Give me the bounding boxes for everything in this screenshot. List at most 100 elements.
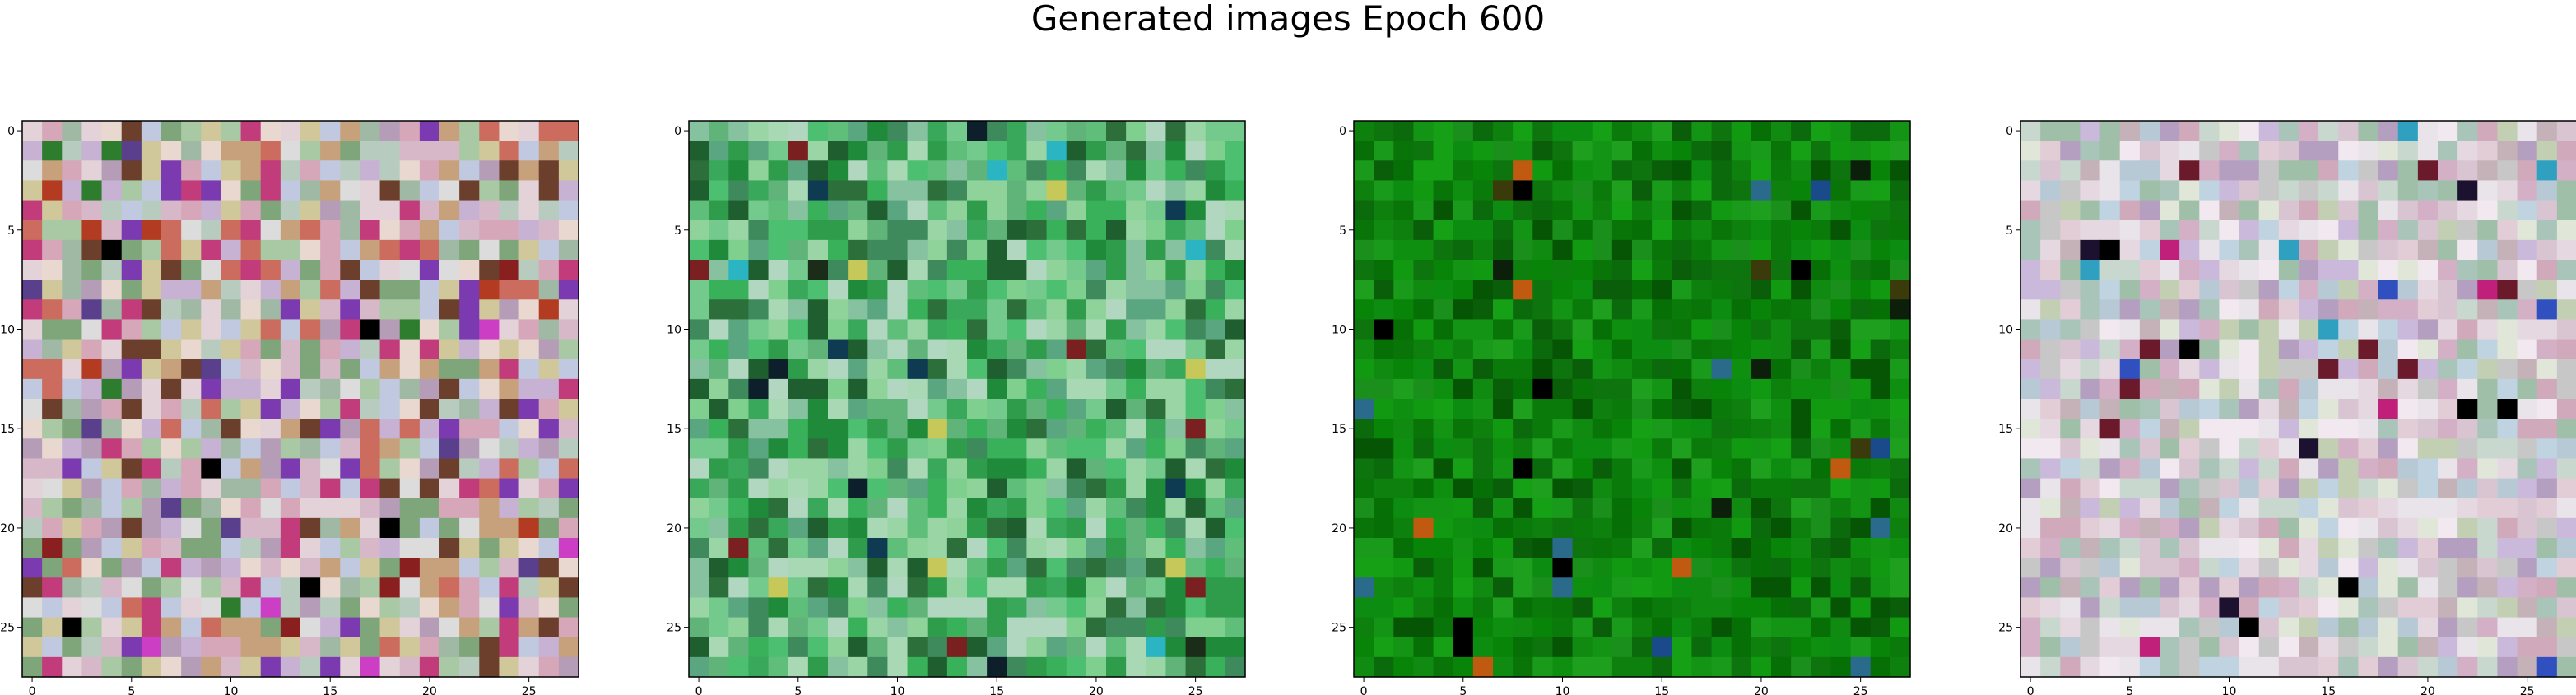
pixel — [2060, 656, 2081, 678]
pixel — [987, 617, 1007, 638]
pixel — [2338, 180, 2360, 202]
pixel — [22, 558, 43, 578]
pixel — [689, 319, 709, 341]
pixel — [141, 577, 162, 599]
pixel — [2358, 141, 2379, 161]
pixel — [768, 339, 789, 360]
pixel — [360, 617, 381, 638]
pixel — [2556, 478, 2576, 499]
pixel — [1493, 378, 1514, 400]
pixel — [1086, 438, 1107, 460]
pixel — [2258, 478, 2280, 499]
pixel — [2239, 339, 2260, 360]
pixel — [101, 180, 123, 202]
pixel — [2060, 458, 2081, 480]
pixel — [848, 617, 868, 638]
pixel — [280, 517, 301, 539]
pixel — [2219, 378, 2240, 400]
pixel — [300, 637, 321, 658]
pixel — [1453, 478, 1474, 499]
pixel — [2239, 538, 2260, 558]
pixel — [2517, 260, 2538, 280]
pixel — [689, 517, 709, 539]
pixel — [1672, 220, 1693, 241]
pixel — [2160, 458, 2180, 480]
pixel — [1552, 339, 1574, 360]
pixel — [1413, 517, 1434, 539]
pixel — [181, 558, 202, 578]
pixel — [101, 399, 123, 419]
pixel — [1691, 656, 1713, 678]
pixel — [1066, 299, 1087, 321]
pixel — [2239, 399, 2260, 419]
pixel — [1711, 656, 1732, 678]
pixel — [2397, 359, 2419, 380]
pixel — [101, 378, 123, 400]
pixel — [768, 656, 789, 678]
pixel — [1393, 299, 1415, 321]
pixel — [1751, 239, 1772, 261]
pixel — [709, 339, 729, 360]
pixel — [1026, 319, 1048, 341]
pixel — [201, 558, 222, 578]
pixel — [340, 319, 361, 341]
pixel — [1026, 637, 1048, 658]
pixel — [2517, 160, 2538, 182]
pixel — [828, 498, 849, 519]
pixel — [2517, 141, 2538, 161]
pixel — [280, 299, 301, 321]
pixel — [907, 160, 928, 182]
pixel — [320, 160, 341, 182]
pixel — [300, 141, 321, 161]
pixel — [499, 239, 520, 261]
pixel — [2080, 419, 2101, 439]
pixel — [987, 299, 1007, 321]
pixel — [1225, 260, 1246, 280]
pixel — [2199, 141, 2220, 161]
pixel — [2556, 220, 2576, 241]
pixel — [240, 656, 262, 678]
pixel — [260, 299, 281, 321]
pixel — [1413, 239, 1434, 261]
pixel — [2119, 656, 2141, 678]
pixel — [1850, 637, 1872, 658]
pixel — [62, 339, 83, 360]
pixel — [2179, 577, 2200, 599]
pixel — [2278, 239, 2299, 261]
pixel — [2040, 478, 2061, 499]
pixel — [709, 617, 729, 638]
pixel — [689, 558, 709, 578]
pixel — [320, 656, 341, 678]
pixel — [2338, 558, 2360, 578]
pixel — [807, 577, 829, 599]
pixel — [848, 517, 868, 539]
pixel — [1453, 458, 1474, 480]
pixel — [689, 339, 709, 360]
pixel — [1185, 656, 1207, 678]
pixel — [2536, 399, 2558, 419]
pixel — [1086, 478, 1107, 499]
pixel — [1870, 141, 1891, 161]
pixel — [709, 597, 729, 619]
pixel — [518, 220, 540, 241]
pixel — [161, 577, 182, 599]
pixel — [1532, 478, 1554, 499]
pixel — [2438, 121, 2458, 141]
pixel — [1890, 220, 1911, 241]
pixel — [240, 478, 262, 499]
pixel — [2239, 458, 2260, 480]
pixel — [1472, 458, 1494, 480]
y-tick-label: 10 — [1998, 324, 2013, 337]
pixel — [867, 478, 889, 499]
pixel — [2438, 617, 2458, 638]
pixel — [788, 637, 809, 658]
pixel — [181, 239, 202, 261]
pixel — [1493, 359, 1514, 380]
pixel — [320, 577, 341, 599]
pixel — [340, 339, 361, 360]
pixel — [2417, 577, 2439, 599]
pixel — [689, 160, 709, 182]
pixel — [280, 577, 301, 599]
pixel — [748, 299, 770, 321]
pixel — [1592, 617, 1613, 638]
